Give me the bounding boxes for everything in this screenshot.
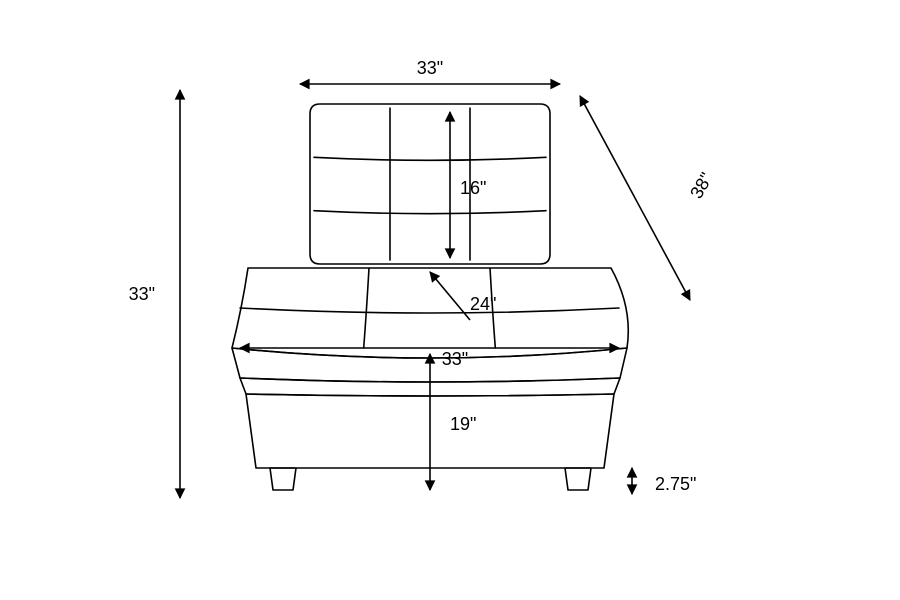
dimension-lines [180, 84, 690, 498]
label-top-width: 33" [417, 58, 443, 78]
label-back-height: 16" [460, 178, 486, 198]
dim-depth-diagonal [580, 96, 690, 300]
label-leg-height: 2.75" [655, 474, 696, 494]
backrest-tufting [314, 108, 546, 260]
label-depth: 38" [686, 169, 717, 202]
backrest-outline [310, 104, 550, 264]
label-overall-height: 33" [129, 284, 155, 304]
chair-dimension-diagram: 33" 33" 16" 24" 33" 19" 38" 2.75" [0, 0, 900, 600]
label-seat-depth: 24" [470, 294, 496, 314]
label-seat-width: 33" [442, 349, 468, 369]
seat-tufting [240, 268, 619, 348]
label-base-height: 19" [450, 414, 476, 434]
dimension-labels: 33" 33" 16" 24" 33" 19" 38" 2.75" [129, 58, 717, 494]
